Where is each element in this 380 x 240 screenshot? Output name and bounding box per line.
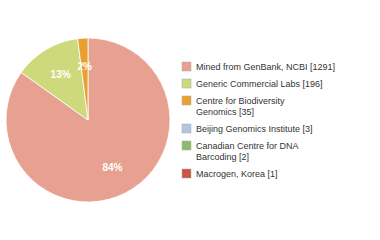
legend-label-line: Generic Commercial Labs [196] [196,79,323,89]
legend-swatch [182,96,191,105]
legend: Mined from GenBank, NCBI [1291] Generic C… [182,62,335,179]
data-labels: 84% 13% 2% [51,61,123,173]
legend-swatch [182,169,191,178]
pie-slice [78,38,88,120]
data-label: 2% [77,61,92,72]
pie-slice [21,39,88,120]
pie-slice [6,38,170,202]
legend-label: Macrogen, Korea [1] [196,169,278,179]
legend-label: Centre for BiodiversityGenomics [35] [196,96,285,117]
chart-container: 84% 13% 2% Mined from GenBank, NCBI [1291] G… [0,0,380,240]
legend-label: Mined from GenBank, NCBI [1291] [196,62,335,72]
legend-label: Beijing Genomics Institute [3] [196,124,313,134]
legend-label-line: Barcoding [2] [196,152,249,162]
legend-label: Generic Commercial Labs [196] [196,79,323,89]
legend-label-line: Beijing Genomics Institute [3] [196,124,313,134]
chart: 84% 13% 2% Mined from GenBank, NCBI [1291] G… [0,0,380,240]
slices [6,38,170,202]
data-label: 13% [51,69,71,80]
legend-label-line: Genomics [35] [196,107,254,117]
legend-label-line: Canadian Centre for DNA [196,141,299,151]
legend-label: Canadian Centre for DNABarcoding [2] [196,141,299,162]
data-label: 84% [102,162,122,173]
legend-swatch [182,62,191,71]
legend-swatch [182,124,191,133]
legend-label-line: Macrogen, Korea [1] [196,169,278,179]
legend-label-line: Centre for Biodiversity [196,96,285,106]
legend-swatch [182,79,191,88]
legend-label-line: Mined from GenBank, NCBI [1291] [196,62,335,72]
legend-swatch [182,141,191,150]
